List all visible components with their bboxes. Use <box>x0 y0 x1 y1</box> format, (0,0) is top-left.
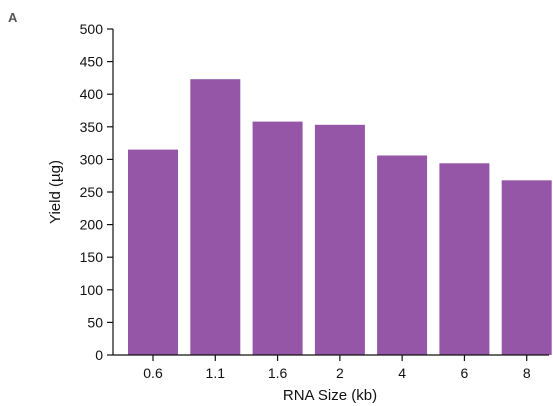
bar-8 <box>501 180 552 355</box>
y-tick-label: 0 <box>95 347 103 363</box>
bar-1.6 <box>252 121 303 355</box>
x-tick-label: 1.6 <box>268 365 288 381</box>
y-axis-ticks: 0 50 100 150 200 250 300 350 400 450 500 <box>80 21 113 363</box>
bar-0.6 <box>128 149 178 355</box>
y-axis-title: Yield (µg) <box>47 160 64 224</box>
y-tick-label: 50 <box>87 314 103 330</box>
x-tick-label: 6 <box>461 365 469 381</box>
y-tick-label: 350 <box>80 119 104 135</box>
y-tick-label: 250 <box>80 184 104 200</box>
y-tick-label: 400 <box>80 86 104 102</box>
x-tick-label: 1.1 <box>206 365 226 381</box>
x-tick-label: 8 <box>523 365 531 381</box>
x-axis-ticks: 0.6 1.1 1.6 2 4 6 8 <box>143 355 531 381</box>
panel-label: A <box>8 10 18 25</box>
y-tick-label: 500 <box>80 21 104 37</box>
bars-group <box>128 79 552 355</box>
bar-4 <box>377 155 428 355</box>
bar-1.1 <box>190 79 241 355</box>
bar-6 <box>439 163 490 355</box>
x-tick-label: 4 <box>398 365 406 381</box>
bar-2 <box>314 124 365 355</box>
y-tick-label: 300 <box>80 151 104 167</box>
y-tick-label: 200 <box>80 217 104 233</box>
x-tick-label: 0.6 <box>143 365 163 381</box>
x-axis-title: RNA Size (kb) <box>283 387 377 404</box>
y-tick-label: 450 <box>80 54 104 70</box>
y-tick-label: 100 <box>80 282 104 298</box>
y-tick-label: 150 <box>80 249 104 265</box>
x-tick-label: 2 <box>336 365 344 381</box>
